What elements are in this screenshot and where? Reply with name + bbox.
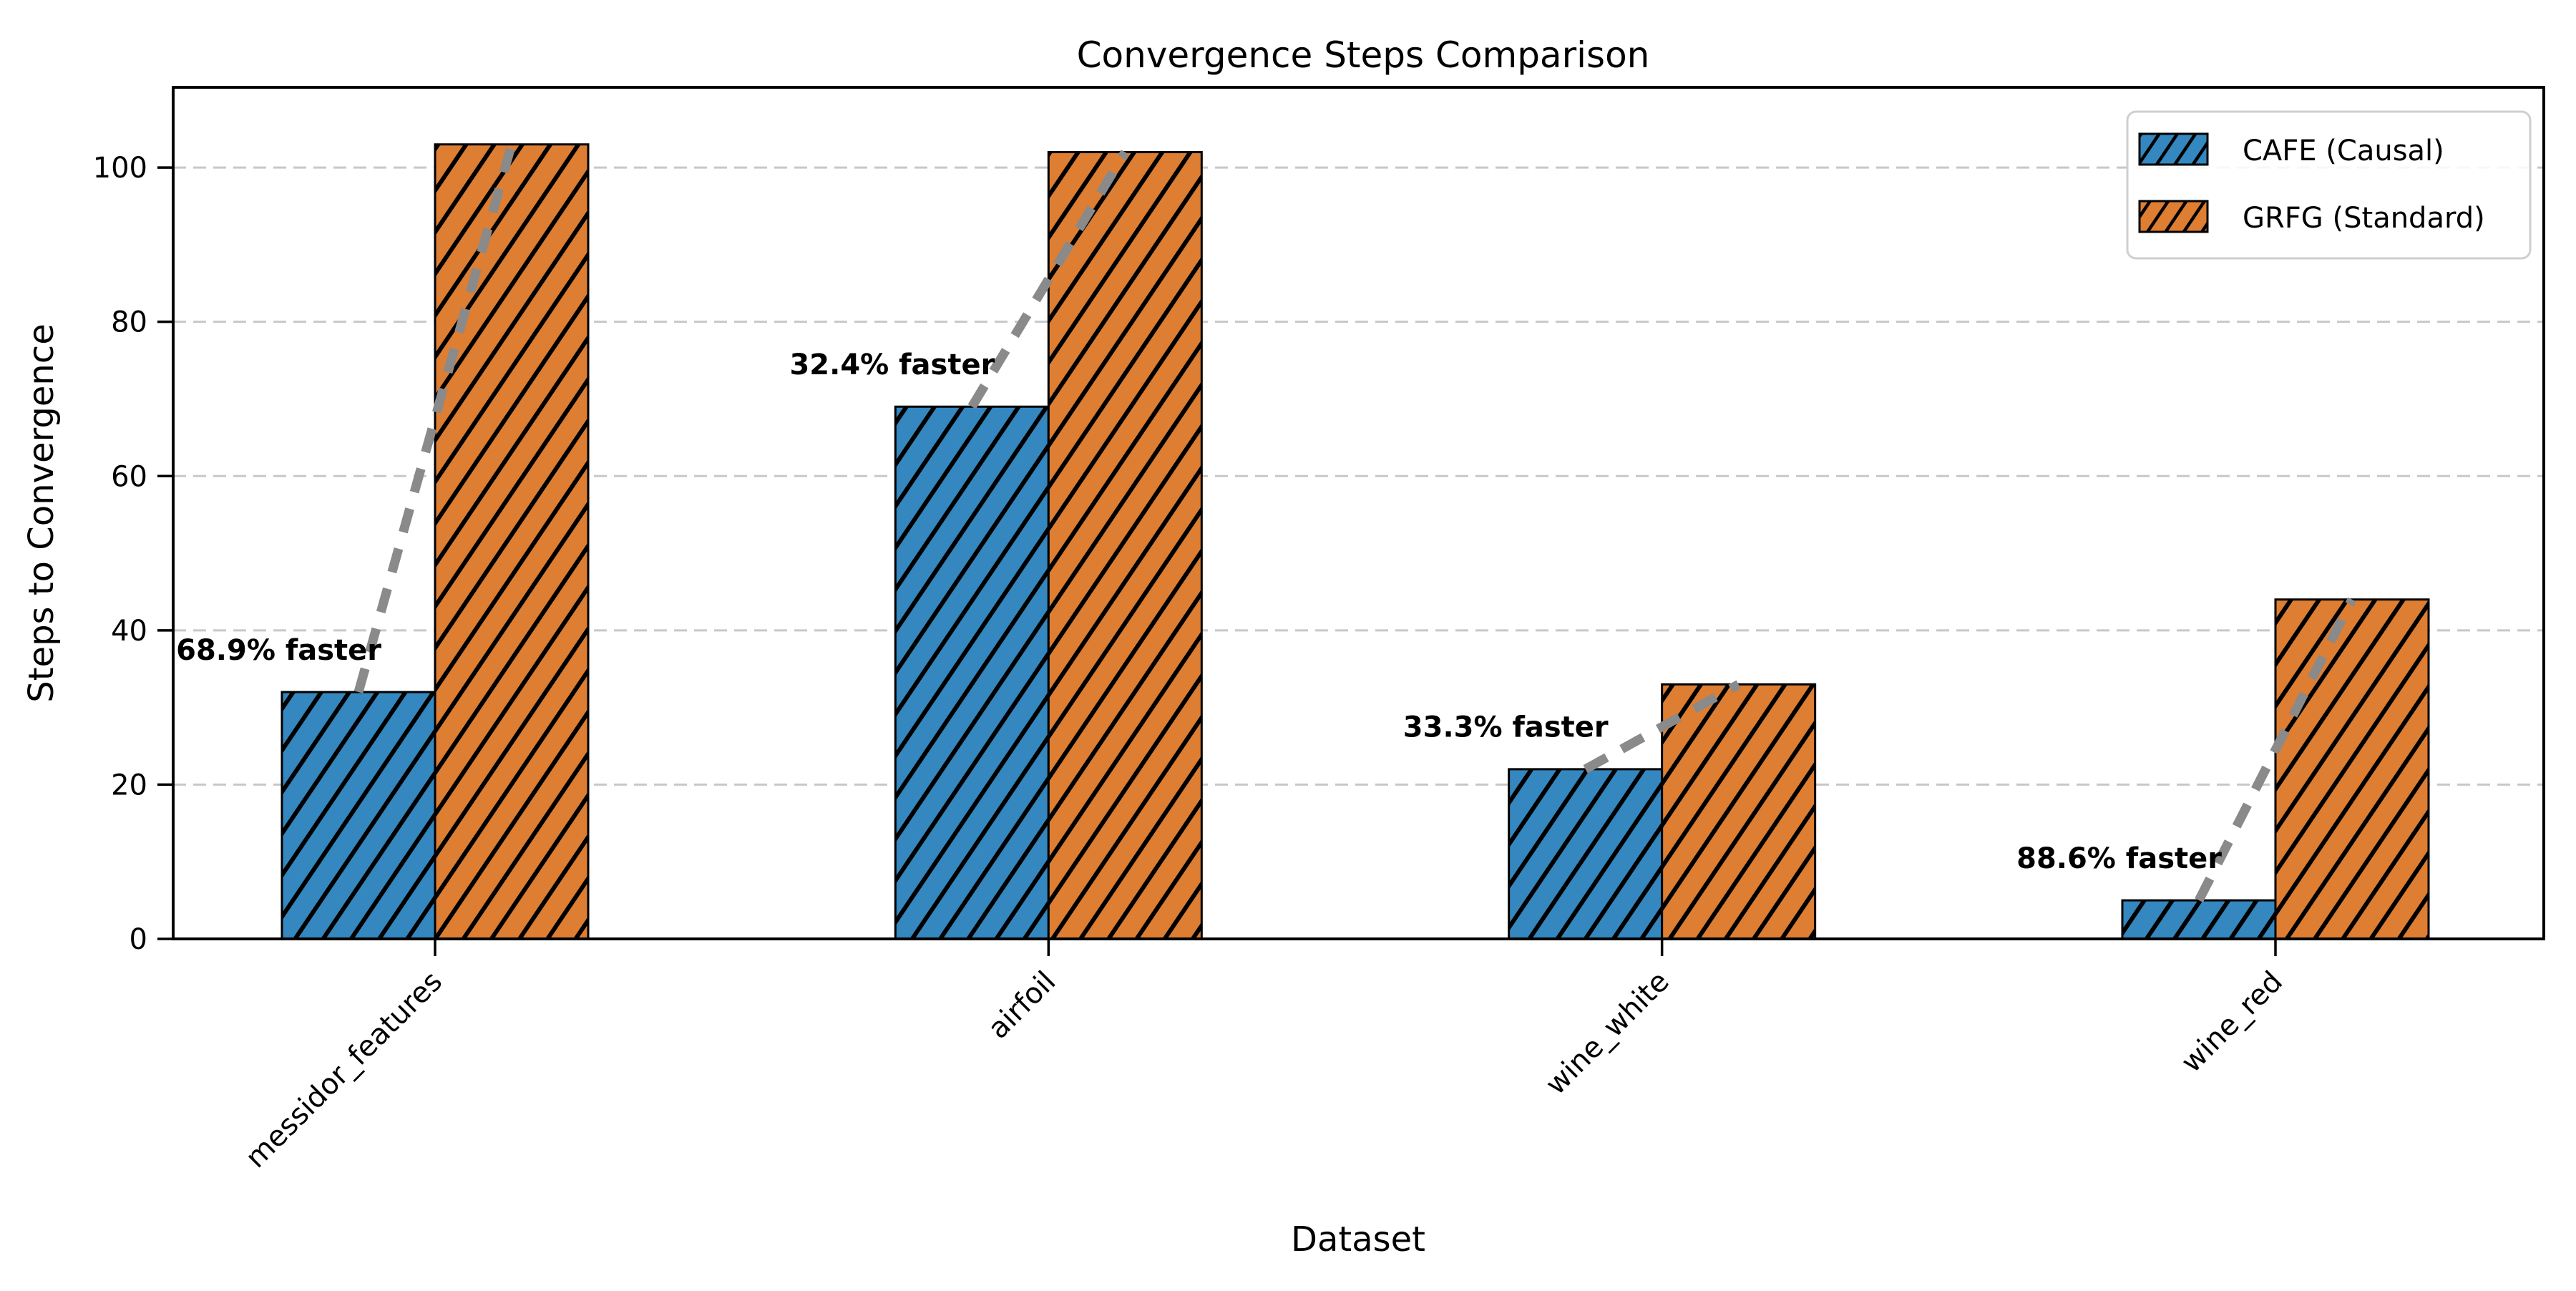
legend-item-cafe: CAFE (Causal) [2138,132,2444,167]
speedup-connector-lines [353,143,2356,903]
legend-label-cafe: CAFE (Causal) [2243,135,2444,167]
x-tick-label-messidor_features: messidor_features [239,965,449,1175]
annotation-wine_red: 88.6% faster [2016,842,2222,875]
chart-title: Convergence Steps Comparison [1077,34,1650,76]
annotation-wine_white: 33.3% faster [1403,711,1609,744]
legend: CAFE (Causal) GRFG (Standard) [2126,110,2532,260]
y-tick-label-20: 20 [111,769,147,802]
annotation-airfoil: 32.4% faster [789,349,995,381]
bar-grfg-wine_red-hatch [2275,599,2429,939]
plot-frame [172,86,2545,940]
legend-swatch-grfg-edge [2138,200,2209,233]
y-axis-label: Steps to Convergence [21,323,62,702]
x-tick-label-wine_red: wine_red [2175,965,2289,1079]
bar-grfg-airfoil-hatch [1048,152,1202,940]
x-axis-label: Dataset [1291,1219,1425,1260]
bars [280,143,2430,940]
y-tick-label-40: 40 [111,615,147,648]
bar-grfg-messidor_features-hatch [435,144,588,939]
legend-frame [2126,110,2532,260]
bar-cafe-wine_white-hatch [1508,769,1662,939]
connector-airfoil [967,150,1129,409]
legend-swatch-grfg-hatch [2140,201,2207,232]
y-tick-label-60: 60 [111,460,147,493]
connector-messidor_features [353,143,517,693]
bar-cafe-messidor_features-hatch [282,692,435,939]
connector-wine_white [1583,680,1741,774]
bar-cafe-airfoil-hatch [895,406,1049,939]
bar-grfg-wine_white-hatch [1662,684,1815,939]
annotation-messidor_features: 68.9% faster [176,634,381,667]
bar-cafe-wine_red-hatch [2122,900,2275,939]
connector-wine_red [2195,597,2356,903]
legend-item-grfg: GRFG (Standard) [2138,200,2485,235]
y-tick-label-0: 0 [130,923,147,956]
x-tick-label-wine_white: wine_white [1539,965,1675,1101]
legend-swatch-cafe-hatch [2140,134,2207,165]
speedup-annotations: 68.9% faster 32.4% faster 33.3% faster 88.6… [176,349,2222,875]
y-tick-label-80: 80 [111,306,147,339]
legend-swatch-cafe-edge [2138,132,2209,166]
x-tick-label-airfoil: airfoil [982,965,1062,1046]
legend-label-grfg: GRFG (Standard) [2243,202,2485,235]
y-tick-label-100: 100 [93,152,147,185]
